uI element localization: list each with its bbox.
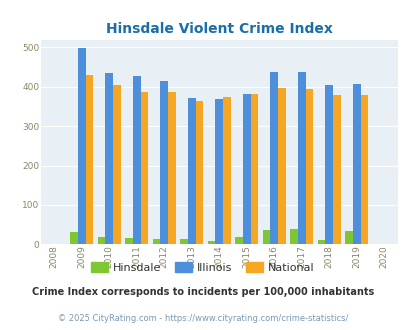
Bar [270, 72, 277, 244]
Bar [85, 75, 93, 244]
Text: © 2025 CityRating.com - https://www.cityrating.com/crime-statistics/: © 2025 CityRating.com - https://www.city… [58, 314, 347, 323]
Bar [222, 97, 230, 244]
Bar [242, 93, 250, 244]
Legend: Hinsdale, Illinois, National: Hinsdale, Illinois, National [87, 258, 318, 278]
Bar [125, 238, 132, 244]
Bar [332, 95, 340, 244]
Bar [132, 76, 140, 244]
Title: Hinsdale Violent Crime Index: Hinsdale Violent Crime Index [106, 22, 332, 36]
Bar [70, 232, 78, 244]
Bar [140, 92, 148, 244]
Bar [168, 92, 175, 244]
Bar [305, 89, 313, 244]
Bar [195, 101, 203, 244]
Bar [180, 239, 188, 244]
Bar [105, 73, 113, 244]
Bar [290, 229, 297, 244]
Bar [78, 48, 85, 244]
Bar [297, 72, 305, 244]
Bar [324, 85, 332, 244]
Bar [160, 81, 168, 244]
Bar [352, 84, 360, 244]
Text: Crime Index corresponds to incidents per 100,000 inhabitants: Crime Index corresponds to incidents per… [32, 287, 373, 297]
Bar [262, 230, 270, 244]
Bar [207, 242, 215, 244]
Bar [113, 85, 121, 244]
Bar [344, 231, 352, 244]
Bar [234, 237, 242, 244]
Bar [215, 99, 222, 244]
Bar [152, 239, 160, 244]
Bar [317, 240, 324, 244]
Bar [188, 98, 195, 244]
Bar [98, 237, 105, 244]
Bar [250, 93, 258, 244]
Bar [277, 88, 285, 244]
Bar [360, 95, 367, 244]
